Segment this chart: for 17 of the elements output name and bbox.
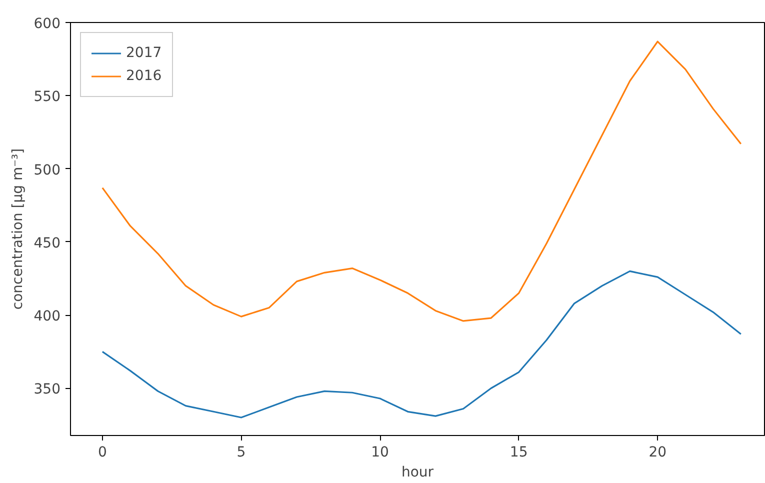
x-tick-label: 20 [648, 444, 667, 460]
legend-label: 2017 [126, 45, 162, 61]
legend-label: 2016 [126, 68, 162, 84]
y-tick-label: 400 [34, 308, 61, 325]
x-tick-label: 10 [371, 444, 389, 460]
y-tick-label: 600 [34, 16, 61, 32]
line-series [102, 40, 742, 322]
y-axis-title: concentration [μg m⁻³] [10, 148, 26, 310]
y-tick-label: 450 [34, 235, 61, 252]
x-axis-title: hour [401, 464, 434, 480]
x-tick-label: 5 [236, 444, 246, 460]
y-tick-label: 550 [34, 89, 61, 106]
x-tick-label: 0 [98, 444, 107, 460]
y-tick-label: 500 [34, 162, 61, 178]
y-tick-label: 350 [34, 382, 61, 398]
x-tick-label: 15 [510, 444, 528, 460]
line-series [102, 270, 742, 418]
